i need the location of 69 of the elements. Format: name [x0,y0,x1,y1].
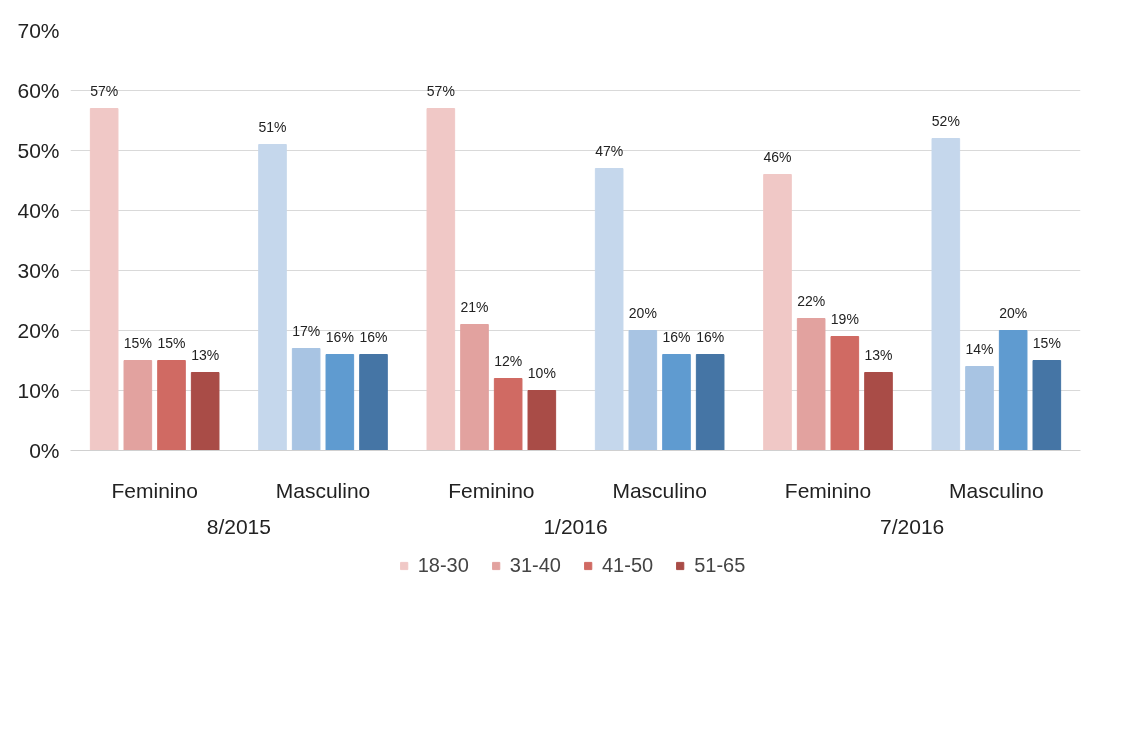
y-tick-label: 20% [17,319,60,342]
data-label: 15% [157,334,186,351]
legend-label: 18-30 [417,553,469,577]
bar [157,360,186,451]
bar [258,144,287,451]
data-label: 57% [426,82,455,99]
data-label: 13% [191,346,220,363]
bar [460,324,489,451]
y-tick-label: 60% [17,79,60,102]
x-tick-label: Masculino [275,478,371,502]
bar [796,318,826,451]
legend-label: 51-65 [694,553,746,577]
bar [594,168,624,451]
bar [493,378,523,451]
data-label: 22% [797,292,826,309]
bar [426,108,456,451]
data-label: 15% [1032,334,1061,351]
y-tick-label: 70% [17,19,60,42]
bar [527,390,557,451]
y-tick-label: 10% [17,379,60,402]
legend-label: 41-50 [602,553,654,577]
data-label: 20% [999,304,1028,321]
data-label: 17% [292,322,321,339]
data-label: 16% [359,328,388,345]
data-label: 16% [662,328,691,345]
x-tick-label: Feminino [784,478,872,502]
bar [291,348,321,451]
data-label: 46% [763,148,792,165]
data-label: 52% [931,112,960,129]
y-tick-label: 0% [29,439,60,462]
bar [864,372,893,451]
bar [1032,360,1062,451]
bar [931,138,961,451]
bar [359,354,388,451]
data-label: 14% [965,340,994,357]
bar [998,330,1028,451]
x-tick-label: Masculino [612,478,707,502]
y-tick-label: 30% [17,259,60,282]
bar [695,354,725,451]
bar [763,174,792,451]
data-label: 57% [90,82,119,99]
data-label: 19% [830,310,859,327]
x-tick-label: Feminino [448,478,535,502]
bar [830,336,860,451]
bar [123,360,153,451]
data-label: 16% [696,328,725,345]
bar [89,108,119,451]
bar [325,354,355,451]
data-label: 21% [460,298,489,315]
data-label: 51% [258,118,287,135]
data-label: 16% [325,328,354,345]
data-label: 47% [595,142,624,159]
x-tick-label: Feminino [111,478,198,502]
data-label: 20% [628,304,657,321]
data-label: 13% [864,346,893,363]
data-label: 15% [123,334,152,351]
text: 8/2015 [206,514,271,538]
bar [190,372,220,451]
bar [965,366,994,451]
text: 1/2016 [543,514,608,538]
data-label: 12% [494,352,523,369]
bar [662,354,691,451]
data-label: 10% [527,364,556,381]
x-tick-label: Masculino [949,478,1044,502]
legend-label: 31-40 [509,553,561,577]
y-tick-label: 40% [17,199,60,222]
y-tick-label: 50% [17,139,60,162]
text: 7/2016 [880,514,945,538]
bar [628,330,658,451]
